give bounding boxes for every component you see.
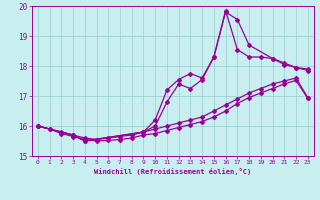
X-axis label: Windchill (Refroidissement éolien,°C): Windchill (Refroidissement éolien,°C): [94, 168, 252, 175]
